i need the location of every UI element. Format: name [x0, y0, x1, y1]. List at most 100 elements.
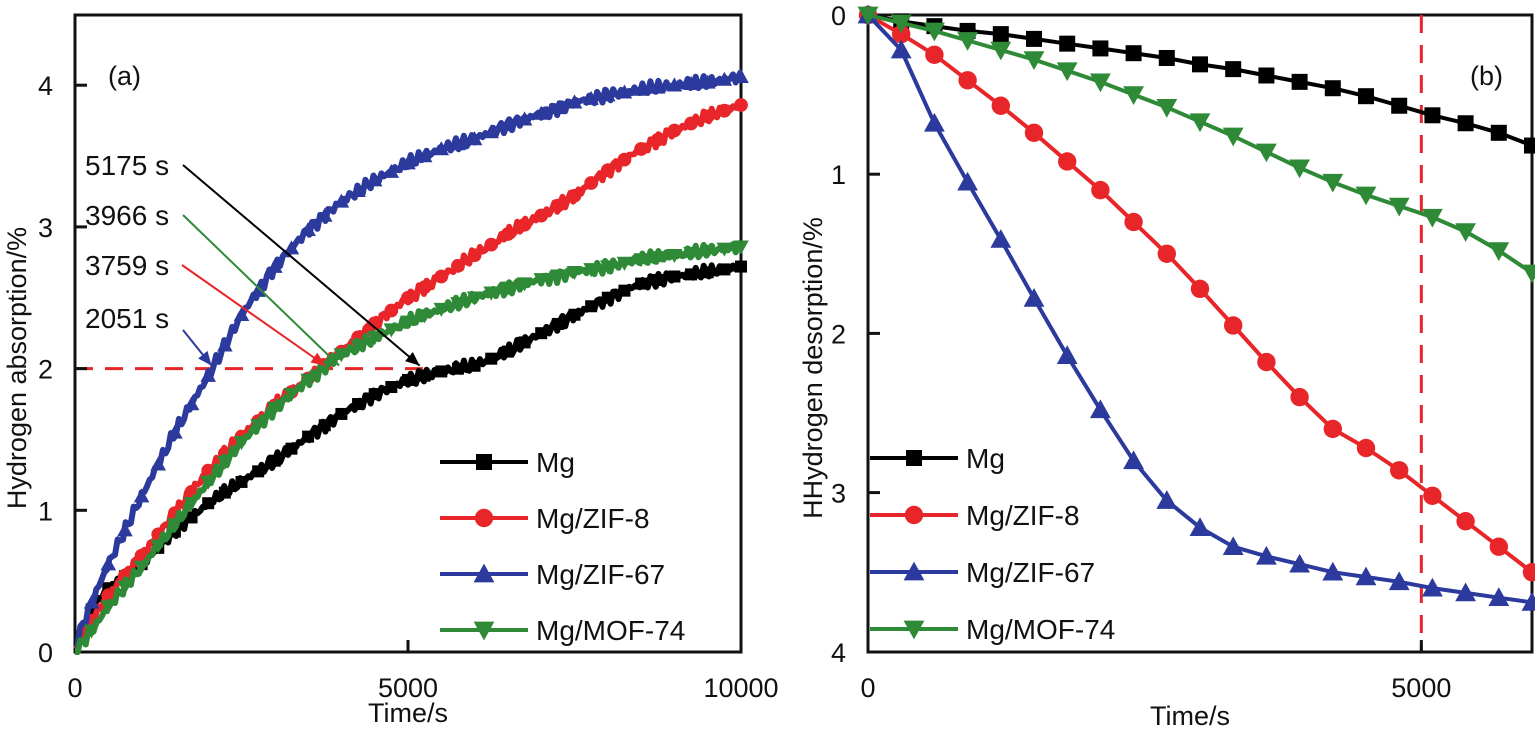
data-point-mg — [285, 442, 298, 455]
data-point-mg-zif-67 — [1156, 490, 1178, 509]
series-mg-zif-67 — [857, 4, 1535, 611]
data-point-mg-zif-8 — [1423, 486, 1442, 505]
annotation-arrow-line — [182, 214, 340, 367]
data-point-mg-zif-67 — [516, 111, 533, 126]
data-point-mg-zif-67 — [957, 171, 978, 191]
data-point-mg-zif-8 — [484, 237, 499, 252]
data-point-mg — [1457, 115, 1474, 132]
data-point-mg — [701, 266, 714, 279]
data-point-mg-mof-74 — [100, 600, 117, 615]
annotation-arrow-line — [182, 164, 421, 367]
panel-b-legend: Mg Mg/ZIF-8 Mg/ZIF-67 Mg/MOF-74 — [870, 443, 1115, 645]
legend-label-mg: Mg — [966, 443, 1005, 474]
data-point-mg-mof-74 — [716, 242, 733, 257]
data-point-mg-zif-67 — [83, 594, 100, 609]
annotation-arrowhead — [198, 350, 212, 366]
data-point-mg-zif-67 — [1388, 571, 1410, 591]
series-mg-zif-67 — [74, 68, 749, 648]
data-point-mg-mof-74 — [990, 41, 1012, 61]
data-point-mg-zif-67 — [1023, 287, 1045, 307]
data-point-mg — [651, 274, 664, 287]
data-point-mg — [1192, 56, 1208, 73]
data-point-mg — [635, 277, 648, 290]
legend-item-mg: Mg — [870, 443, 1005, 474]
data-point-mg-zif-67 — [316, 207, 333, 222]
data-point-mg-mof-74 — [83, 624, 100, 639]
data-point-mg — [435, 365, 448, 378]
data-point-mg-zif-67 — [1289, 553, 1310, 573]
data-point-mg-zif-8 — [550, 198, 565, 213]
data-point-mg-mof-74 — [1256, 143, 1277, 163]
data-point-mg-zif-67 — [333, 193, 350, 208]
data-point-mg-mof-74 — [583, 263, 599, 278]
data-point-mg-zif-67 — [233, 306, 250, 321]
legend-marker-mg-zif-67 — [903, 561, 925, 581]
data-point-mg-zif-8 — [650, 132, 665, 147]
data-point-mg-zif-8 — [1190, 279, 1210, 299]
annotation-label-5175-s: 5175 s — [85, 150, 169, 181]
data-point-mg-zif-67 — [890, 39, 912, 59]
legend-marker-mg-zif-8 — [904, 505, 924, 525]
data-point-mg-zif-67 — [366, 172, 383, 187]
data-point-mg — [1225, 61, 1242, 78]
y-tick-label: 3 — [831, 479, 846, 509]
data-point-mg — [1092, 40, 1109, 57]
data-point-mg-zif-8 — [892, 24, 911, 44]
legend-label-mg-zif-8: Mg/ZIF-8 — [966, 500, 1080, 531]
data-point-mg-mof-74 — [666, 249, 683, 264]
data-point-mg-zif-8 — [1356, 438, 1376, 458]
data-point-mg-zif-8 — [925, 45, 944, 64]
panel-b-y-axis-title: HHydrogen desorption/% — [798, 217, 828, 519]
data-point-mg-zif-67 — [183, 396, 200, 411]
data-point-mg-mof-74 — [366, 331, 383, 346]
data-point-mg-zif-67 — [1488, 587, 1510, 606]
data-point-mg-zif-67 — [924, 112, 945, 132]
data-point-mg-zif-67 — [400, 155, 416, 170]
data-point-mg — [1524, 137, 1535, 154]
data-point-mg-mof-74 — [1156, 99, 1178, 118]
data-point-mg-mof-74 — [550, 269, 566, 284]
data-point-mg-mof-74 — [649, 251, 666, 266]
data-point-mg — [318, 419, 331, 432]
series-mg-mof-74 — [74, 240, 749, 655]
data-point-mg-mof-74 — [1056, 62, 1078, 82]
data-point-mg-zif-8 — [567, 188, 582, 203]
panel-a-annotations: 5175 s 3966 s 3759 s 2051 s — [85, 150, 421, 367]
data-point-mg-zif-8 — [501, 227, 515, 241]
data-point-mg-zif-67 — [1222, 536, 1244, 556]
data-point-mg-mof-74 — [233, 436, 250, 451]
data-point-mg — [1026, 30, 1042, 47]
data-point-mg-mof-74 — [383, 323, 400, 338]
data-point-mg-zif-67 — [733, 68, 749, 83]
data-point-mg-mof-74 — [600, 260, 616, 275]
data-point-mg — [368, 388, 381, 401]
panel-b-label: (b) — [1470, 61, 1503, 91]
data-point-mg-zif-67 — [1355, 566, 1377, 586]
data-point-mg-zif-67 — [466, 131, 483, 146]
data-point-mg-zif-67 — [1455, 582, 1476, 602]
data-point-mg-zif-8 — [734, 98, 748, 112]
panel-a-label: (a) — [108, 61, 141, 91]
data-point-mg-zif-67 — [450, 136, 466, 151]
data-point-mg-zif-67 — [550, 100, 566, 115]
data-point-mg-zif-8 — [600, 163, 615, 178]
data-point-mg-zif-67 — [117, 522, 133, 537]
data-point-mg-zif-67 — [483, 124, 500, 139]
data-point-mg-mof-74 — [117, 580, 133, 595]
data-point-mg-zif-8 — [1456, 512, 1475, 531]
data-point-mg — [1490, 124, 1507, 141]
data-point-mg-zif-67 — [1256, 545, 1277, 565]
data-point-mg-zif-8 — [534, 208, 549, 223]
data-point-mg-zif-67 — [100, 556, 117, 571]
data-point-mg-zif-67 — [990, 229, 1012, 248]
data-point-mg — [252, 465, 265, 478]
data-point-mg-mof-74 — [250, 419, 266, 434]
data-point-mg-zif-67 — [1422, 577, 1443, 597]
data-point-mg-zif-8 — [1124, 212, 1143, 232]
legend-label-mg-zif-67: Mg/ZIF-67 — [536, 559, 665, 590]
data-point-mg — [302, 430, 315, 443]
data-point-mg — [668, 270, 681, 283]
data-point-mg — [1391, 97, 1408, 114]
data-point-mg — [451, 362, 464, 375]
